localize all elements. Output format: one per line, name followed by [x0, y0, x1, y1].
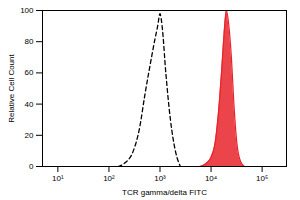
svg-text:20: 20 [25, 131, 34, 140]
svg-text:10⁵: 10⁵ [256, 174, 268, 183]
svg-text:10⁴: 10⁴ [205, 174, 218, 183]
svg-text:0: 0 [29, 162, 34, 171]
svg-text:40: 40 [25, 100, 34, 109]
svg-text:Relative Cell Count: Relative Cell Count [7, 53, 16, 122]
svg-text:10³: 10³ [154, 174, 166, 183]
svg-text:60: 60 [25, 68, 34, 77]
svg-text:TCR gamma/delta FITC: TCR gamma/delta FITC [122, 188, 207, 197]
svg-text:100: 100 [20, 6, 34, 15]
svg-text:80: 80 [25, 37, 34, 46]
svg-text:10²: 10² [103, 174, 115, 183]
svg-text:10¹: 10¹ [52, 174, 64, 183]
